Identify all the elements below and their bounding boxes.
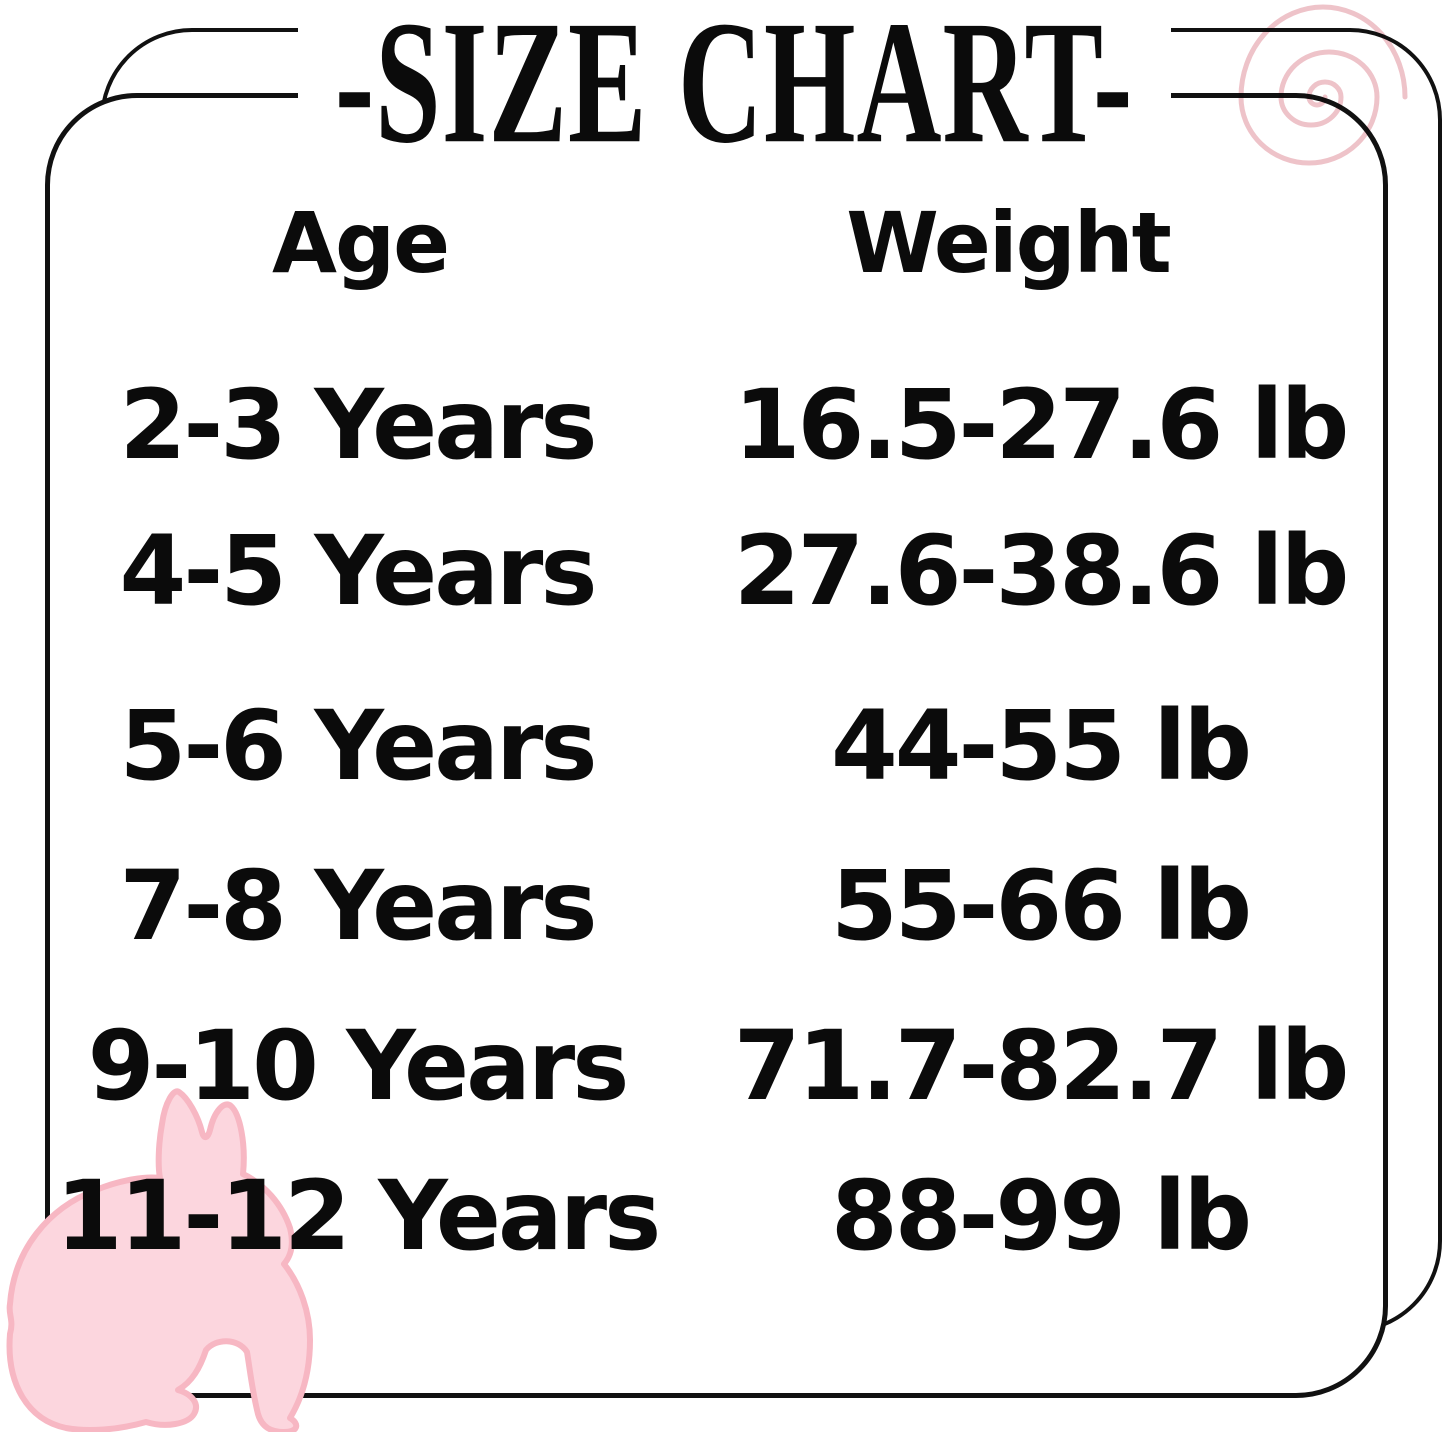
weight-cell: 27.6-38.6 lb (733, 515, 1350, 627)
table-row: 2-3 Years 16.5-27.6 lb (0, 368, 1445, 482)
table-row: 11-12 Years 88-99 lb (0, 1159, 1445, 1273)
weight-cell: 71.7-82.7 lb (733, 1010, 1350, 1122)
weight-cell: 55-66 lb (830, 850, 1252, 962)
age-cell: 9-10 Years (87, 1010, 630, 1122)
weight-cell: 88-99 lb (830, 1160, 1252, 1272)
age-cell: 4-5 Years (119, 515, 598, 627)
title-band: -SIZE CHART- (298, 0, 1171, 180)
table-row: 5-6 Years 44-55 lb (0, 689, 1445, 803)
age-cell: 2-3 Years (119, 369, 598, 481)
card-front-layer (45, 93, 1388, 1398)
spiral-icon (1238, 4, 1408, 166)
bunny-icon (6, 1088, 313, 1432)
table-header-row: Age Weight (0, 186, 1445, 300)
table-row: 9-10 Years 71.7-82.7 lb (0, 1009, 1445, 1123)
age-cell: 7-8 Years (119, 850, 598, 962)
column-header-weight: Weight (846, 194, 1172, 292)
size-chart-title: -SIZE CHART- (335, 0, 1134, 180)
age-cell: 11-12 Years (55, 1160, 662, 1272)
weight-cell: 16.5-27.6 lb (733, 369, 1350, 481)
table-row: 4-5 Years 27.6-38.6 lb (0, 514, 1445, 628)
column-header-age: Age (271, 194, 450, 292)
table-row: 7-8 Years 55-66 lb (0, 849, 1445, 963)
weight-cell: 44-55 lb (830, 690, 1252, 802)
age-cell: 5-6 Years (119, 690, 598, 802)
